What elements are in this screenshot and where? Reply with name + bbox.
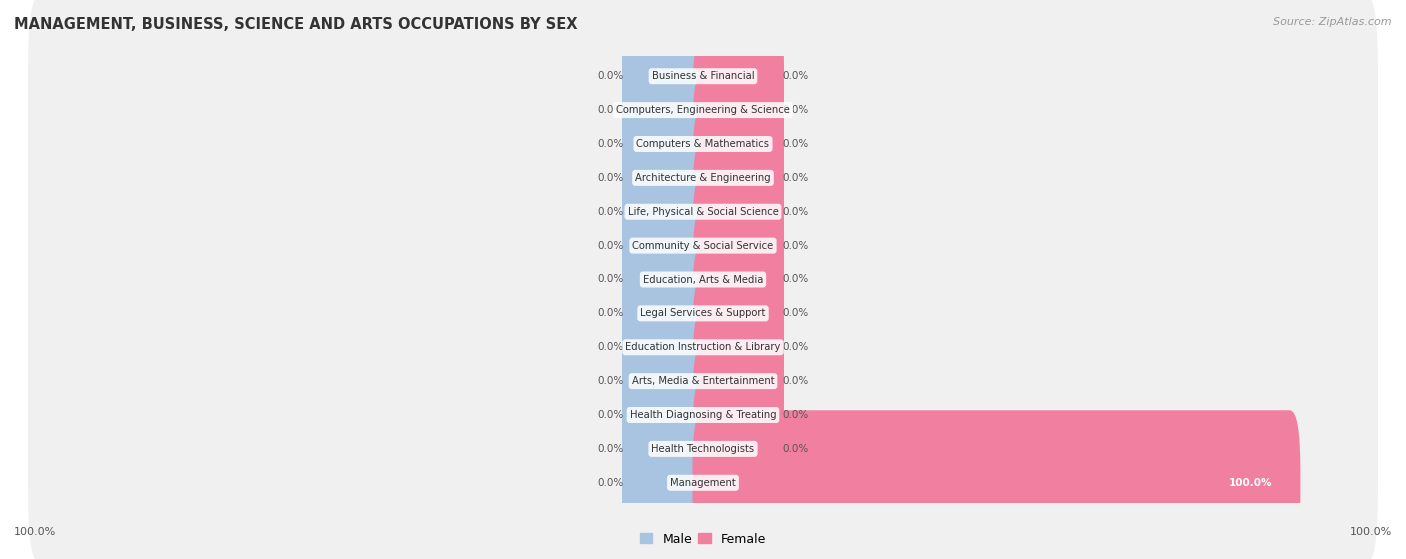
FancyBboxPatch shape bbox=[692, 309, 785, 454]
Text: 0.0%: 0.0% bbox=[598, 342, 624, 352]
Text: 0.0%: 0.0% bbox=[782, 240, 808, 250]
FancyBboxPatch shape bbox=[692, 275, 785, 420]
Text: Business & Financial: Business & Financial bbox=[652, 71, 754, 81]
FancyBboxPatch shape bbox=[621, 173, 714, 318]
FancyBboxPatch shape bbox=[692, 105, 785, 250]
FancyBboxPatch shape bbox=[621, 4, 714, 149]
Text: MANAGEMENT, BUSINESS, SCIENCE AND ARTS OCCUPATIONS BY SEX: MANAGEMENT, BUSINESS, SCIENCE AND ARTS O… bbox=[14, 17, 578, 32]
Text: 0.0%: 0.0% bbox=[782, 105, 808, 115]
Text: 0.0%: 0.0% bbox=[598, 173, 624, 183]
FancyBboxPatch shape bbox=[692, 241, 785, 386]
FancyBboxPatch shape bbox=[621, 105, 714, 250]
FancyBboxPatch shape bbox=[28, 267, 1378, 428]
FancyBboxPatch shape bbox=[692, 139, 785, 284]
Text: 0.0%: 0.0% bbox=[782, 309, 808, 319]
Text: 0.0%: 0.0% bbox=[782, 444, 808, 454]
Text: Community & Social Service: Community & Social Service bbox=[633, 240, 773, 250]
FancyBboxPatch shape bbox=[692, 410, 1301, 555]
Text: 0.0%: 0.0% bbox=[782, 173, 808, 183]
FancyBboxPatch shape bbox=[692, 72, 785, 216]
Text: 0.0%: 0.0% bbox=[782, 139, 808, 149]
FancyBboxPatch shape bbox=[28, 63, 1378, 225]
FancyBboxPatch shape bbox=[28, 97, 1378, 258]
Text: 0.0%: 0.0% bbox=[598, 309, 624, 319]
FancyBboxPatch shape bbox=[28, 165, 1378, 326]
Text: 0.0%: 0.0% bbox=[598, 444, 624, 454]
Text: 0.0%: 0.0% bbox=[782, 71, 808, 81]
Text: 0.0%: 0.0% bbox=[598, 274, 624, 285]
FancyBboxPatch shape bbox=[28, 301, 1378, 462]
Text: 0.0%: 0.0% bbox=[598, 105, 624, 115]
Text: 0.0%: 0.0% bbox=[598, 478, 624, 488]
Text: 0.0%: 0.0% bbox=[598, 240, 624, 250]
Text: 100.0%: 100.0% bbox=[1229, 478, 1272, 488]
Legend: Male, Female: Male, Female bbox=[636, 528, 770, 551]
FancyBboxPatch shape bbox=[692, 376, 785, 522]
FancyBboxPatch shape bbox=[28, 233, 1378, 394]
FancyBboxPatch shape bbox=[28, 334, 1378, 496]
Text: 100.0%: 100.0% bbox=[1350, 527, 1392, 537]
FancyBboxPatch shape bbox=[28, 30, 1378, 191]
Text: Management: Management bbox=[671, 478, 735, 488]
Text: 0.0%: 0.0% bbox=[782, 410, 808, 420]
FancyBboxPatch shape bbox=[621, 207, 714, 352]
Text: 0.0%: 0.0% bbox=[782, 376, 808, 386]
FancyBboxPatch shape bbox=[621, 139, 714, 284]
FancyBboxPatch shape bbox=[692, 37, 785, 183]
Text: Computers & Mathematics: Computers & Mathematics bbox=[637, 139, 769, 149]
Text: 0.0%: 0.0% bbox=[598, 410, 624, 420]
Text: 0.0%: 0.0% bbox=[782, 342, 808, 352]
Text: 100.0%: 100.0% bbox=[14, 527, 56, 537]
Text: 0.0%: 0.0% bbox=[598, 376, 624, 386]
Text: Health Technologists: Health Technologists bbox=[651, 444, 755, 454]
FancyBboxPatch shape bbox=[692, 207, 785, 352]
FancyBboxPatch shape bbox=[621, 275, 714, 420]
Text: Life, Physical & Social Science: Life, Physical & Social Science bbox=[627, 207, 779, 217]
FancyBboxPatch shape bbox=[28, 131, 1378, 292]
FancyBboxPatch shape bbox=[621, 376, 714, 522]
Text: 0.0%: 0.0% bbox=[598, 71, 624, 81]
FancyBboxPatch shape bbox=[621, 309, 714, 454]
Text: Computers, Engineering & Science: Computers, Engineering & Science bbox=[616, 105, 790, 115]
FancyBboxPatch shape bbox=[692, 343, 785, 487]
Text: 0.0%: 0.0% bbox=[782, 207, 808, 217]
Text: Architecture & Engineering: Architecture & Engineering bbox=[636, 173, 770, 183]
Text: 0.0%: 0.0% bbox=[782, 274, 808, 285]
FancyBboxPatch shape bbox=[621, 410, 714, 555]
FancyBboxPatch shape bbox=[621, 72, 714, 216]
Text: Education, Arts & Media: Education, Arts & Media bbox=[643, 274, 763, 285]
FancyBboxPatch shape bbox=[28, 0, 1378, 157]
FancyBboxPatch shape bbox=[692, 173, 785, 318]
Text: 0.0%: 0.0% bbox=[598, 207, 624, 217]
Text: Education Instruction & Library: Education Instruction & Library bbox=[626, 342, 780, 352]
Text: 0.0%: 0.0% bbox=[598, 139, 624, 149]
FancyBboxPatch shape bbox=[621, 37, 714, 183]
FancyBboxPatch shape bbox=[621, 241, 714, 386]
FancyBboxPatch shape bbox=[621, 343, 714, 487]
Text: Health Diagnosing & Treating: Health Diagnosing & Treating bbox=[630, 410, 776, 420]
FancyBboxPatch shape bbox=[28, 402, 1378, 559]
Text: Legal Services & Support: Legal Services & Support bbox=[640, 309, 766, 319]
Text: Arts, Media & Entertainment: Arts, Media & Entertainment bbox=[631, 376, 775, 386]
FancyBboxPatch shape bbox=[28, 199, 1378, 360]
FancyBboxPatch shape bbox=[692, 4, 785, 149]
Text: Source: ZipAtlas.com: Source: ZipAtlas.com bbox=[1274, 17, 1392, 27]
FancyBboxPatch shape bbox=[28, 368, 1378, 529]
